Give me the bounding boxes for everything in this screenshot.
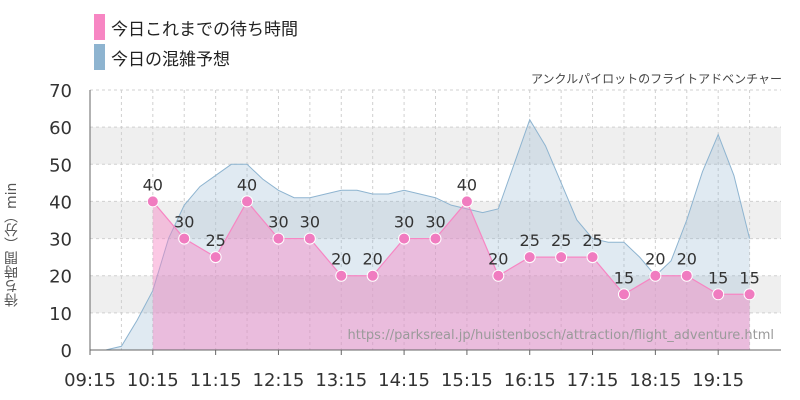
legend-item-actual: 今日これまでの待ち時間 xyxy=(94,12,298,42)
actual-point xyxy=(303,232,316,245)
y-tick-label: 40 xyxy=(49,192,72,213)
legend-swatch-actual xyxy=(94,14,105,40)
x-tick-label: 09:15 xyxy=(64,370,116,391)
actual-data-label: 20 xyxy=(331,250,351,269)
actual-point xyxy=(649,269,662,282)
actual-point xyxy=(429,232,442,245)
plot-background-bands xyxy=(90,127,781,313)
x-tick-label: 19:15 xyxy=(692,370,744,391)
actual-point xyxy=(492,269,505,282)
actual-point xyxy=(272,232,285,245)
y-tick-label: 70 xyxy=(49,81,72,102)
actual-data-label: 25 xyxy=(520,231,540,250)
legend-label-forecast: 今日の混雑予想 xyxy=(111,49,230,70)
actual-data-label: 40 xyxy=(143,175,163,194)
actual-data-label: 25 xyxy=(205,231,225,250)
actual-point xyxy=(555,251,568,264)
grid-band xyxy=(90,201,781,239)
actual-data-label: 15 xyxy=(614,268,634,287)
actual-point xyxy=(617,288,630,301)
legend: 今日これまでの待ち時間 今日の混雑予想 xyxy=(94,12,298,72)
forecast-line xyxy=(90,118,751,351)
actual-point xyxy=(209,251,222,264)
actual-data-label: 30 xyxy=(394,213,414,232)
actual-data-label: 30 xyxy=(268,213,288,232)
actual-data-label: 30 xyxy=(300,213,320,232)
x-tick-label: 17:15 xyxy=(567,370,619,391)
actual-data-label: 30 xyxy=(174,213,194,232)
actual-point xyxy=(680,269,693,282)
actual-point xyxy=(523,251,536,264)
x-tick-label: 16:15 xyxy=(504,370,556,391)
x-tick-label: 12:15 xyxy=(253,370,305,391)
forecast-area xyxy=(90,119,750,350)
x-tick-label: 18:15 xyxy=(629,370,681,391)
actual-point xyxy=(712,288,725,301)
actual-data-label: 20 xyxy=(363,250,383,269)
x-tick-label: 13:15 xyxy=(315,370,367,391)
actual-data-label: 40 xyxy=(237,175,257,194)
actual-point xyxy=(241,195,254,208)
attraction-name: アンクルパイロットのフライトアドベンチャー xyxy=(530,72,782,86)
actual-line xyxy=(152,200,750,296)
actual-point xyxy=(398,232,411,245)
actual-point xyxy=(586,251,599,264)
actual-point xyxy=(743,288,756,301)
x-tick-label: 11:15 xyxy=(190,370,242,391)
actual-point xyxy=(146,195,159,208)
actual-point xyxy=(460,195,473,208)
actual-point xyxy=(335,269,348,282)
data-labels: 40 30 25 40 30 30 20 20 30 30 40 20 25 25 25 15 20 20 15 15 xyxy=(143,175,760,287)
actual-data-label: 25 xyxy=(582,231,602,250)
actual-data-label: 30 xyxy=(425,213,445,232)
axes: 0 10 20 30 40 50 60 70 09:15 10:15 11:15 12:15 13:15… xyxy=(49,81,781,391)
actual-data-label: 25 xyxy=(551,231,571,250)
y-tick-label: 20 xyxy=(49,267,72,288)
series-layer xyxy=(90,118,751,351)
y-tick-label: 30 xyxy=(49,230,72,251)
actual-data-label: 40 xyxy=(457,175,477,194)
y-tick-label: 50 xyxy=(49,155,72,176)
x-tick-label: 14:15 xyxy=(378,370,430,391)
actual-data-label: 15 xyxy=(708,268,728,287)
legend-item-forecast: 今日の混雑予想 xyxy=(94,42,298,72)
actual-data-label: 20 xyxy=(488,250,508,269)
actual-data-label: 20 xyxy=(677,250,697,269)
actual-data-label: 15 xyxy=(739,268,759,287)
y-tick-label: 60 xyxy=(49,118,72,139)
data-markers xyxy=(146,195,756,301)
y-tick-label: 10 xyxy=(49,304,72,325)
x-tick-label: 10:15 xyxy=(127,370,179,391)
actual-point xyxy=(178,232,191,245)
actual-point xyxy=(366,269,379,282)
source-url-watermark: https://parksreal.jp/huistenbosch/attrac… xyxy=(347,328,775,343)
y-tick-label: 0 xyxy=(61,341,72,362)
actual-data-label: 20 xyxy=(645,250,665,269)
x-tick-label: 15:15 xyxy=(441,370,493,391)
legend-swatch-forecast xyxy=(94,44,105,70)
y-axis-label: 待ち時間（分）min xyxy=(4,182,20,308)
legend-label-actual: 今日これまでの待ち時間 xyxy=(111,19,298,40)
